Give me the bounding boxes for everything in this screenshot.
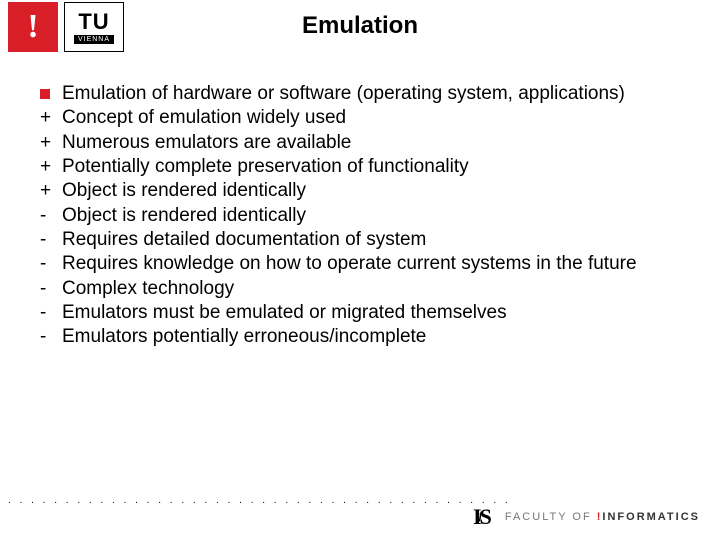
- list-item: -Emulators must be emulated or migrated …: [40, 301, 690, 325]
- bullet: -: [40, 277, 62, 301]
- list-item-text: Complex technology: [62, 277, 690, 301]
- dotted-rule: . . . . . . . . . . . . . . . . . . . . …: [8, 495, 511, 506]
- list-item-text: Emulators potentially erroneous/incomple…: [62, 325, 690, 349]
- ifs-f: f: [479, 508, 482, 522]
- square-bullet-icon: [40, 89, 50, 99]
- list-item: +Concept of emulation widely used: [40, 106, 690, 130]
- slide-header: ! TU VIENNA Emulation: [0, 0, 720, 60]
- slide-title: Emulation: [0, 12, 720, 40]
- list-item-text: Object is rendered identically: [62, 179, 690, 203]
- list-item: -Complex technology: [40, 277, 690, 301]
- bullet: -: [40, 252, 62, 276]
- list-item-text: Emulators must be emulated or migrated t…: [62, 301, 690, 325]
- list-item: Emulation of hardware or software (opera…: [40, 82, 690, 106]
- list-item: +Numerous emulators are available: [40, 131, 690, 155]
- bullet: -: [40, 204, 62, 228]
- list-item-text: Requires knowledge on how to operate cur…: [62, 252, 690, 276]
- bullet: -: [40, 325, 62, 349]
- bullet: -: [40, 301, 62, 325]
- bullet: -: [40, 228, 62, 252]
- list-item-text: Potentially complete preservation of fun…: [62, 155, 690, 179]
- bullet: +: [40, 106, 62, 130]
- list-item: +Object is rendered identically: [40, 179, 690, 203]
- list-item: -Emulators potentially erroneous/incompl…: [40, 325, 690, 349]
- list-item-text: Emulation of hardware or software (opera…: [62, 82, 690, 106]
- bullet: +: [40, 179, 62, 203]
- list-item: -Requires detailed documentation of syst…: [40, 228, 690, 252]
- bullet: +: [40, 155, 62, 179]
- list-item-text: Object is rendered identically: [62, 204, 690, 228]
- faculty-pre: FACULTY OF: [505, 511, 597, 523]
- faculty-inf: INFORMATICS: [602, 511, 700, 523]
- bullet: [40, 82, 62, 106]
- list-item-text: Concept of emulation widely used: [62, 106, 690, 130]
- list-item: +Potentially complete preservation of fu…: [40, 155, 690, 179]
- list-item-text: Requires detailed documentation of syste…: [62, 228, 690, 252]
- ifs-logo: IfS: [473, 504, 491, 530]
- faculty-label: FACULTY OF !INFORMATICS: [505, 511, 700, 523]
- bullet-list: Emulation of hardware or software (opera…: [40, 82, 690, 349]
- list-item-text: Numerous emulators are available: [62, 131, 690, 155]
- list-item: -Object is rendered identically: [40, 204, 690, 228]
- bullet: +: [40, 131, 62, 155]
- slide-footer: IfS FACULTY OF !INFORMATICS: [473, 504, 700, 530]
- list-item: -Requires knowledge on how to operate cu…: [40, 252, 690, 276]
